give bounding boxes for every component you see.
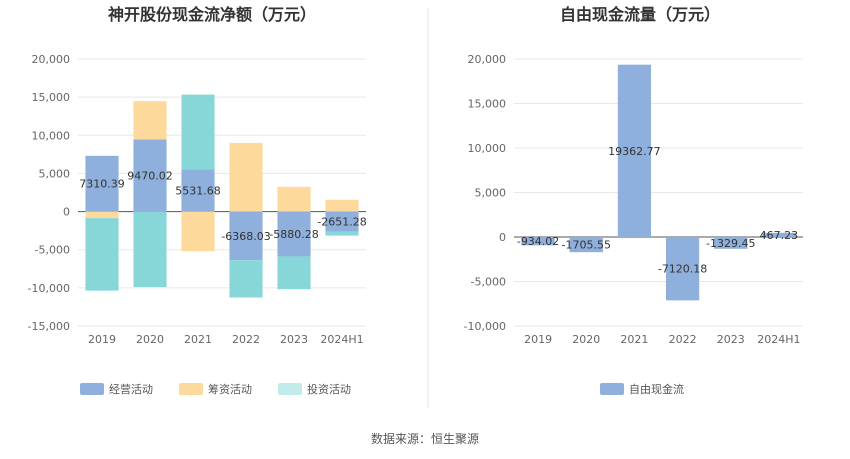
data-label: -2651.28: [317, 216, 366, 229]
legend-swatch: [80, 383, 104, 395]
legend-label: 筹资活动: [208, 382, 252, 396]
bar-筹资活动-2019: [85, 211, 119, 219]
y-tick-label: 15,000: [468, 98, 507, 111]
data-label: -1329.45: [706, 237, 755, 250]
y-tick-label: 20,000: [468, 53, 507, 66]
data-label: 19362.77: [608, 145, 661, 158]
right-chart-title: 自由现金流量（万元）: [560, 5, 720, 24]
y-tick-label: 10,000: [32, 129, 71, 142]
legend-swatch: [179, 383, 203, 395]
legend-item[interactable]: 投资活动: [278, 382, 351, 396]
x-tick-label: 2023: [717, 333, 745, 346]
data-label: 9470.02: [127, 169, 173, 182]
data-label: 467.23: [760, 229, 799, 242]
bar-筹资活动-2021: [181, 211, 215, 252]
bar-投资活动-2021: [181, 94, 215, 170]
bar-自由现金流-2021: [617, 64, 652, 237]
bar-经营活动-2020: [133, 139, 167, 212]
legend-label: 投资活动: [307, 382, 351, 396]
data-label: -934.02: [517, 235, 559, 248]
bar-投资活动-2024H1: [325, 231, 359, 236]
bar-自由现金流-2022: [665, 237, 700, 301]
bar-经营活动-2023: [277, 211, 311, 257]
bar-经营活动-2021: [181, 169, 215, 212]
data-label: 7310.39: [79, 178, 125, 191]
left-chart-title: 神开股份现金流净额（万元）: [108, 5, 316, 24]
y-tick-label: -5,000: [35, 244, 70, 257]
x-tick-label: 2023: [280, 333, 308, 346]
data-label: 5531.68: [175, 184, 221, 197]
bar-自由现金流-2019: [521, 237, 555, 246]
y-tick-label: 5,000: [39, 167, 71, 180]
bar-投资活动-2020: [133, 211, 167, 288]
legend-item[interactable]: 自由现金流: [600, 382, 684, 396]
y-tick-label: 0: [63, 206, 70, 219]
legend-swatch: [278, 383, 302, 395]
y-tick-label: 5,000: [475, 187, 507, 200]
y-tick-label: -10,000: [464, 320, 506, 333]
x-tick-label: 2024H1: [320, 333, 363, 346]
bar-自由现金流-2020: [569, 237, 603, 253]
x-tick-label: 2020: [136, 333, 164, 346]
bar-经营活动-2019: [85, 155, 119, 212]
y-tick-label: 0: [499, 231, 506, 244]
bar-投资活动-2019: [85, 218, 119, 291]
x-tick-label: 2021: [620, 333, 648, 346]
free-cashflow-chart: 自由现金流量（万元） -934.02 -1705.55 19362.77 -7120.…: [464, 5, 803, 396]
bar-自由现金流-2023: [714, 237, 748, 249]
y-tick-label: 10,000: [468, 142, 507, 155]
x-tick-label: 2021: [184, 333, 212, 346]
y-tick-label: -5,000: [471, 276, 506, 289]
bar-筹资活动-2024H1: [325, 199, 359, 212]
x-tick-label: 2019: [524, 333, 552, 346]
bar-投资活动-2023: [277, 256, 311, 290]
bar-投资活动-2022: [229, 260, 263, 298]
x-tick-label: 2024H1: [757, 333, 800, 346]
data-label: -5880.28: [269, 228, 318, 241]
data-label: -1705.55: [562, 239, 611, 252]
y-tick-label: 15,000: [32, 91, 71, 104]
legend-item[interactable]: 筹资活动: [179, 382, 252, 396]
legend-label: 自由现金流: [629, 382, 684, 396]
legend-swatch: [600, 383, 624, 395]
bar-经营活动-2024H1: [325, 211, 359, 232]
legend-item[interactable]: 经营活动: [80, 382, 153, 396]
x-tick-label: 2020: [572, 333, 600, 346]
source-note: 数据来源：恒生聚源: [371, 431, 479, 446]
x-tick-label: 2022: [232, 333, 260, 346]
bar-筹资活动-2023: [277, 186, 311, 212]
bar-筹资活动-2022: [229, 142, 263, 212]
data-label: -6368.03: [221, 230, 270, 243]
x-tick-label: 2019: [88, 333, 116, 346]
legend-label: 经营活动: [109, 382, 153, 396]
x-tick-label: 2022: [669, 333, 697, 346]
y-tick-label: -15,000: [28, 320, 70, 333]
data-label: -7120.18: [658, 263, 707, 276]
bar-经营活动-2022: [229, 211, 263, 261]
bar-筹资活动-2020: [133, 101, 167, 140]
y-tick-label: 20,000: [32, 53, 71, 66]
bar-自由现金流-2024H1: [762, 232, 796, 237]
y-tick-label: -10,000: [28, 282, 70, 295]
